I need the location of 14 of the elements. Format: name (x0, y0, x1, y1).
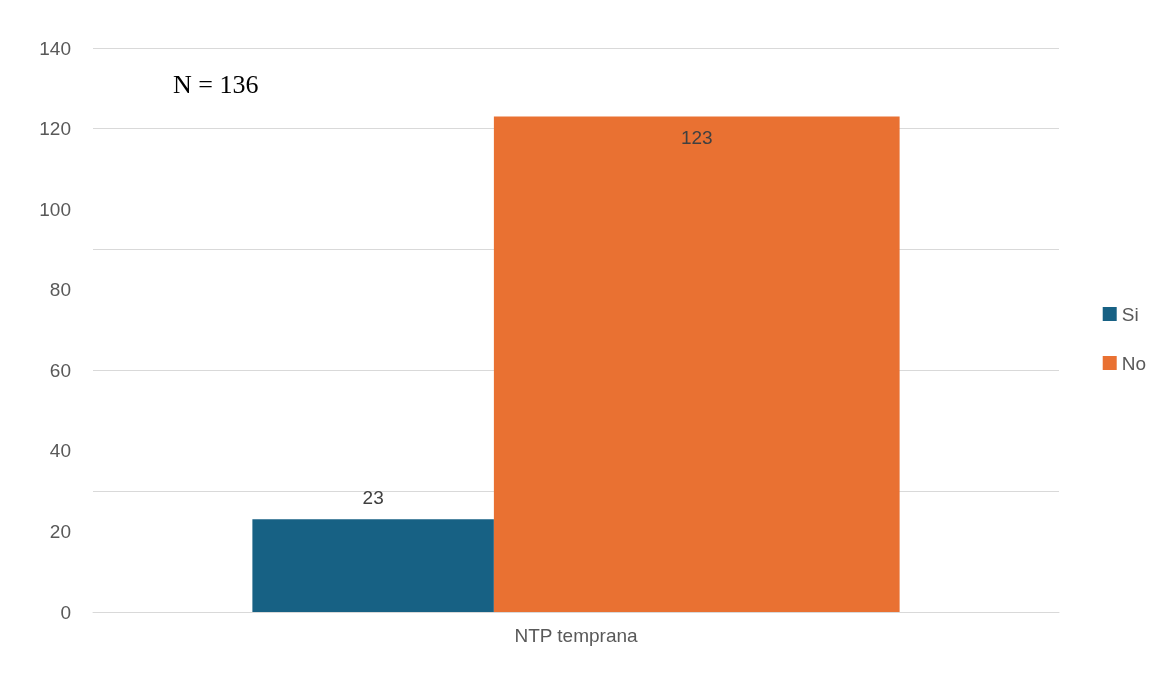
y-tick-label: 60 (49, 359, 71, 381)
y-tick-label: 140 (39, 37, 71, 59)
y-tick-label: 40 (49, 440, 71, 462)
legend-label: Si (1121, 303, 1139, 325)
x-tick-label: NTP temprana (514, 625, 639, 646)
y-tick-label: 100 (39, 198, 71, 220)
annotation: N = 136 (173, 69, 259, 99)
data-label: 23 (362, 487, 384, 509)
data-label: 123 (680, 127, 713, 149)
y-tick-label: 0 (60, 601, 71, 623)
y-tick-label: 20 (49, 520, 71, 542)
legend-label: No (1121, 352, 1147, 374)
y-tick-label: 80 (49, 279, 71, 301)
y-tick-label: 120 (39, 118, 71, 140)
